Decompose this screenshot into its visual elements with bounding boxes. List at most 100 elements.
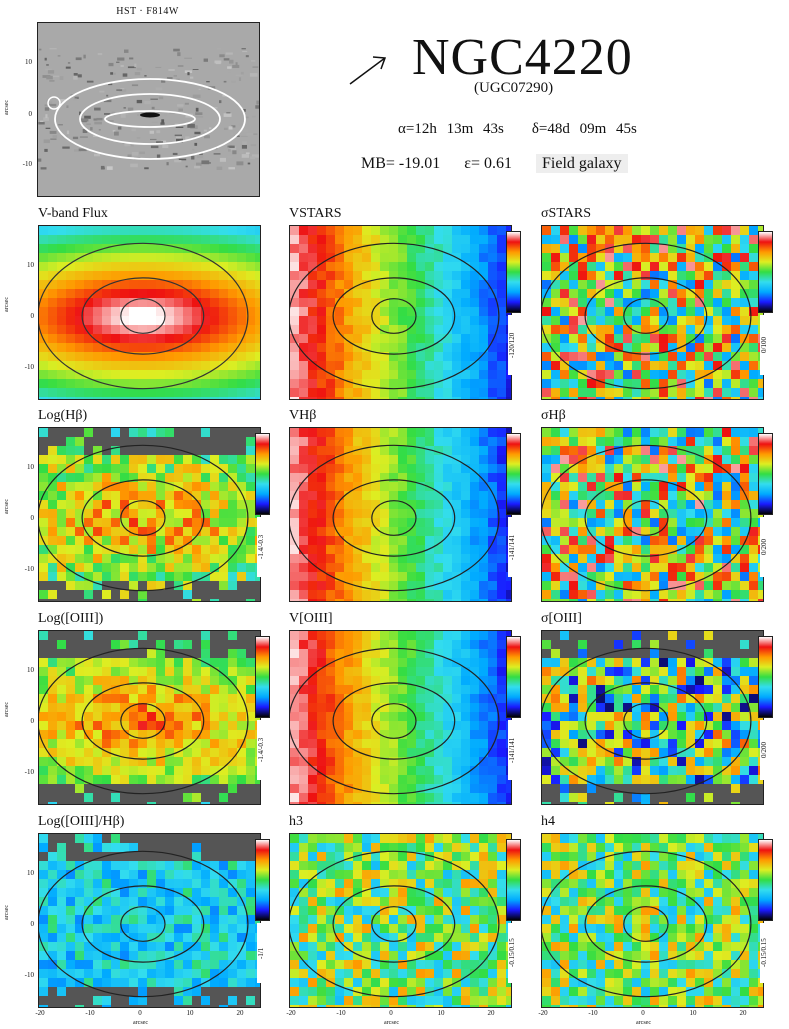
map-pixel — [75, 370, 85, 380]
map-pixel — [39, 843, 49, 853]
map-pixel — [704, 509, 714, 519]
map-pixel — [371, 676, 381, 686]
map-pixel — [677, 563, 687, 573]
map-pixel — [695, 802, 705, 804]
map-pixel — [299, 361, 309, 371]
map-pixel — [488, 545, 498, 555]
map-pixel — [425, 491, 435, 501]
map-pixel — [111, 352, 121, 362]
map-pixel — [66, 397, 76, 399]
map-pixel — [228, 437, 238, 447]
map-pixel — [308, 563, 318, 573]
map-pixel — [650, 554, 660, 564]
map-pixel — [416, 298, 426, 308]
map-pixel — [380, 370, 390, 380]
map-pixel — [605, 437, 615, 447]
map-pixel — [111, 316, 121, 326]
map-pixel — [461, 334, 471, 344]
map-pixel — [165, 226, 175, 236]
map-pixel — [237, 694, 247, 704]
map-pixel — [183, 933, 193, 943]
map-pixel — [102, 942, 112, 952]
map-pixel — [740, 343, 750, 353]
map-pixel — [308, 316, 318, 326]
map-pixel — [605, 667, 615, 677]
map-pixel — [326, 775, 336, 785]
map-pixel — [542, 631, 552, 641]
map-pixel — [605, 757, 615, 767]
map-pixel — [111, 482, 121, 492]
map-pixel — [713, 388, 723, 398]
map-pixel — [57, 325, 67, 335]
map-pixel — [407, 590, 417, 600]
map-pixel — [57, 739, 67, 749]
map-pixel — [66, 491, 76, 501]
map-pixel — [84, 361, 94, 371]
map-pixel — [48, 397, 58, 399]
map-pixel — [389, 379, 399, 389]
map-pixel — [57, 361, 67, 371]
map-pixel — [102, 951, 112, 961]
map-pixel — [57, 491, 67, 501]
map-pixel — [75, 852, 85, 862]
map-pixel — [596, 640, 606, 650]
map-pixel — [111, 784, 121, 794]
hst-image — [37, 22, 260, 197]
map-pixel — [120, 536, 130, 546]
map-pixel — [641, 649, 651, 659]
map-pixel — [138, 473, 148, 483]
map-pixel — [39, 870, 49, 880]
map-pixel — [210, 775, 220, 785]
map-pixel — [677, 226, 687, 236]
map-pixel — [147, 334, 157, 344]
map-pixel — [299, 748, 309, 758]
map-pixel — [84, 563, 94, 573]
map-pixel — [389, 244, 399, 254]
map-pixel — [308, 721, 318, 731]
map-pixel — [129, 879, 139, 889]
map-pixel — [497, 253, 507, 263]
map-pixel — [156, 802, 166, 804]
map-pixel — [587, 667, 597, 677]
map-pixel — [650, 352, 660, 362]
map-pixel — [201, 316, 211, 326]
map-pixel — [66, 572, 76, 582]
map-pixel — [569, 325, 579, 335]
map-pixel — [488, 244, 498, 254]
map-pixel — [165, 685, 175, 695]
map-pixel — [650, 361, 660, 371]
map-pixel — [66, 870, 76, 880]
map-pixel — [722, 325, 732, 335]
map-pixel — [39, 307, 49, 317]
map-pixel — [443, 667, 453, 677]
map-pixel — [299, 581, 309, 591]
map-pixel — [111, 802, 121, 804]
map-pixel — [210, 500, 220, 510]
map-pixel — [704, 388, 714, 398]
map-pixel — [335, 748, 345, 758]
map-pixel — [452, 325, 462, 335]
map-pixel — [75, 802, 85, 804]
map-pixel — [560, 685, 570, 695]
map-pixel — [686, 455, 696, 465]
map-pixel — [192, 581, 202, 591]
map-pixel — [371, 730, 381, 740]
map-pixel — [713, 509, 723, 519]
map-pixel — [156, 676, 166, 686]
map-pixel — [443, 527, 453, 537]
map-pixel — [192, 509, 202, 519]
map-pixel — [237, 775, 247, 785]
map-pixel — [452, 784, 462, 794]
map-pixel — [317, 289, 327, 299]
map-pixel — [596, 500, 606, 510]
map-pixel — [371, 352, 381, 362]
map-pixel — [219, 676, 229, 686]
map-pixel — [174, 739, 184, 749]
map-pixel — [542, 730, 552, 740]
map-pixel — [147, 915, 157, 925]
map-pixel — [353, 361, 363, 371]
map-pixel — [632, 334, 642, 344]
map-pixel — [138, 906, 148, 916]
map-pixel — [443, 352, 453, 362]
map-pixel — [560, 802, 570, 804]
